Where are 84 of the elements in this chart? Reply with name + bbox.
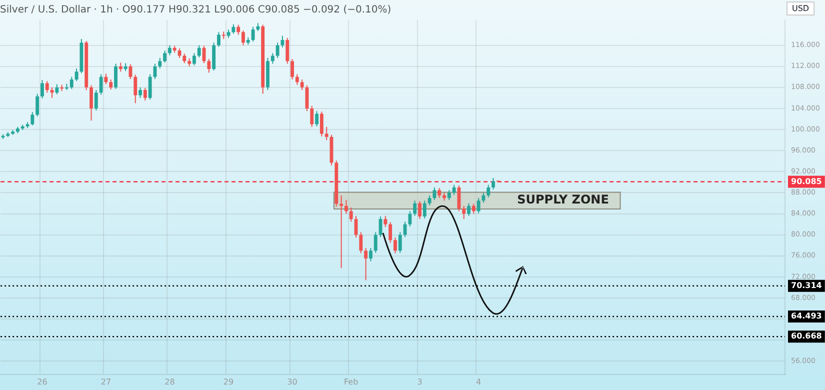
candlestick (70, 76, 74, 90)
candlestick (138, 86, 142, 98)
candlestick (276, 42, 280, 58)
candlestick (114, 63, 118, 90)
candlestick (242, 30, 245, 46)
ref-line-label: 64.493 (791, 312, 822, 321)
candlestick (251, 26, 255, 42)
candlestick (310, 105, 314, 128)
x-tick-label: Feb (344, 377, 358, 386)
x-tick-label: 27 (100, 377, 112, 386)
candlestick (30, 112, 34, 126)
candlestick (374, 232, 378, 254)
x-tick-label: 3 (417, 377, 422, 386)
candlestick (109, 79, 113, 90)
candlestick (408, 210, 412, 227)
candlestick (432, 186, 436, 201)
candlestick (143, 87, 147, 102)
candlestick (320, 111, 324, 137)
candlestick (178, 48, 182, 58)
candlestick (197, 44, 201, 58)
candlestick (99, 74, 103, 96)
candlestick (476, 197, 480, 214)
candlestick (232, 24, 236, 34)
candlestick (398, 232, 402, 254)
candlestick (163, 50, 167, 64)
candlestick (452, 184, 456, 196)
candlestick (368, 248, 372, 262)
candlestick (359, 232, 363, 254)
candlestick (438, 187, 442, 198)
candlestick (286, 37, 290, 64)
ref-line-label: 90.085 (791, 176, 822, 186)
candlestick (315, 110, 318, 127)
candlestick (280, 35, 284, 48)
candlestick (148, 74, 152, 100)
candlestick (134, 74, 138, 104)
candlestick (217, 32, 220, 48)
candlestick (394, 236, 397, 254)
candlestick (94, 90, 98, 112)
candlestick (158, 57, 162, 69)
ref-line-label: 70.314 (791, 280, 822, 290)
candlestick (236, 24, 240, 36)
candlestick (428, 194, 432, 206)
candlestick (324, 126, 328, 141)
candlestick (300, 79, 304, 91)
candlestick (36, 93, 40, 117)
candlestick (168, 44, 172, 56)
candlestick (212, 42, 216, 72)
candlestick (74, 68, 78, 82)
candlestick (413, 200, 417, 216)
candlestick (462, 205, 466, 220)
chart-title: Silver / U.S. Dollar · 1h · O90.177 H90.321 L90.006 C90.085 −0.092 (−0.10%) (0, 4, 392, 16)
candlestick (207, 58, 211, 74)
candlestick (472, 203, 476, 214)
candlestick (418, 200, 422, 220)
x-tick-label: 29 (223, 377, 234, 386)
x-tick-label: 30 (287, 377, 298, 386)
x-tick-label: 26 (37, 377, 48, 386)
ref-line-label: 60.668 (791, 332, 822, 341)
candlestick (295, 74, 299, 86)
candlestick (486, 184, 490, 198)
candlestick (349, 206, 353, 222)
candlestick (457, 184, 461, 212)
candlestick (55, 84, 59, 95)
x-tick-label: 28 (164, 377, 175, 386)
candlestick (270, 52, 274, 64)
candlestick (447, 190, 451, 201)
candlestick (192, 52, 196, 66)
candlestick (384, 215, 388, 228)
candlestick (290, 58, 294, 80)
candlestick (340, 194, 344, 269)
band-label: SUPPLY ZONE (517, 192, 609, 207)
candlestick (422, 200, 426, 220)
candlestick (182, 53, 186, 64)
candlestick (388, 222, 392, 244)
candlestick (364, 248, 368, 281)
candlestick (45, 80, 49, 94)
candlestick (104, 73, 108, 85)
candlestick (90, 84, 93, 122)
candlestick (40, 80, 44, 99)
candlestick (344, 200, 348, 214)
candlestick (492, 177, 495, 190)
candlestick (467, 202, 470, 216)
x-tick-label: 4 (476, 377, 482, 386)
y-axis-title: USD (792, 4, 810, 14)
